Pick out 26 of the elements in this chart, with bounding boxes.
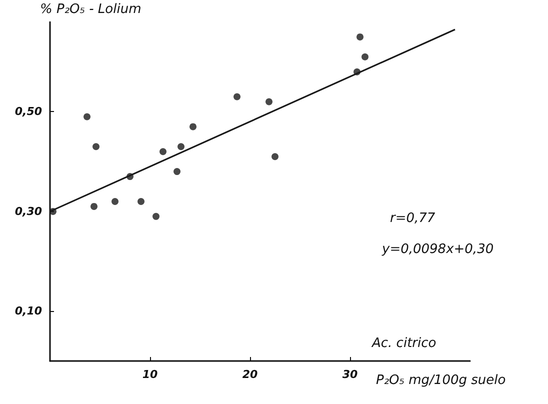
point xyxy=(84,113,90,120)
point xyxy=(160,148,166,156)
point xyxy=(112,198,118,205)
point xyxy=(174,168,180,176)
annotation: Ac. citrico xyxy=(371,336,436,351)
y-axis-title: % P₂O₅ - Lolium xyxy=(40,2,142,17)
point xyxy=(152,212,160,220)
x-tick-label: 10 xyxy=(142,368,158,381)
point xyxy=(90,202,98,210)
x-axis-title: P₂O₅ mg/100g suelo xyxy=(376,373,506,388)
y-tick-label: 0,50 xyxy=(14,105,42,118)
point xyxy=(356,33,364,40)
x-tick-label: 30 xyxy=(342,368,358,381)
point xyxy=(138,198,144,205)
point xyxy=(362,53,368,60)
point xyxy=(272,153,278,160)
point xyxy=(190,123,196,130)
point xyxy=(92,143,100,150)
point xyxy=(234,93,240,100)
annotation: y=0,0098x+0,30 xyxy=(381,242,494,257)
x-tick-label: 20 xyxy=(242,368,258,381)
annotation: r=0,77 xyxy=(390,211,436,226)
point xyxy=(266,98,272,106)
y-tick-label: 0,30 xyxy=(14,204,42,218)
y-tick-label: 0,10 xyxy=(14,304,42,318)
point xyxy=(178,143,184,150)
